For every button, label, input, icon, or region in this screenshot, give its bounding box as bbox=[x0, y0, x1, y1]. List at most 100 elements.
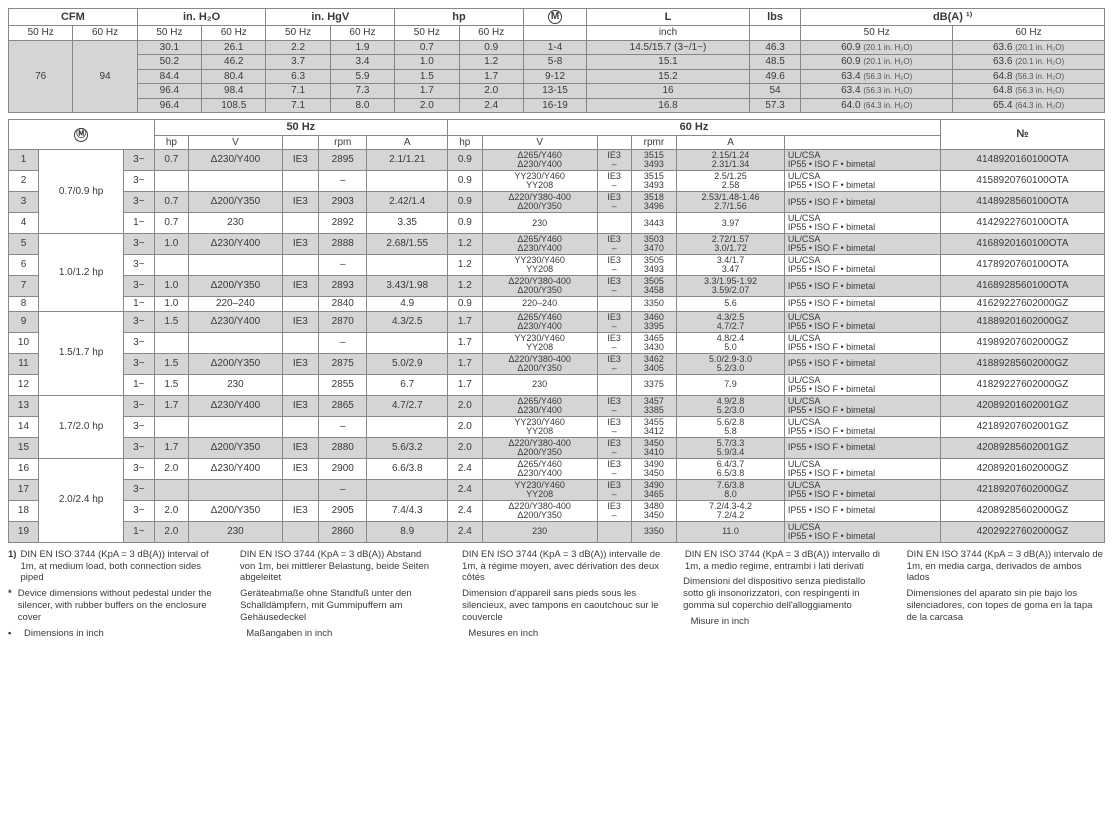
cell-rpm60: 35153493 bbox=[631, 150, 677, 171]
hp-group-label: 0.7/0.9 hp bbox=[38, 150, 123, 234]
cell-v60: Δ220/Y380-400Δ200/Y350 bbox=[482, 500, 597, 521]
data-cell: 5-8 bbox=[523, 55, 586, 70]
data-cell: 16.8 bbox=[587, 98, 750, 113]
cell-partno: 4178920760100OTA bbox=[940, 255, 1104, 276]
cell-v50: Δ230/Y400 bbox=[189, 234, 282, 255]
data-cell: 16-19 bbox=[523, 98, 586, 113]
row-number: 12 bbox=[9, 374, 39, 395]
m-icon: Ⓜ bbox=[74, 128, 88, 142]
cell-a50: 4.7/2.7 bbox=[367, 395, 448, 416]
dba-cell: 63.6 (20.1 in. H₂O) bbox=[953, 40, 1105, 55]
cell-rpm50: 2875 bbox=[319, 353, 367, 374]
cell-partno: 42189207602000GZ bbox=[940, 479, 1104, 500]
phase: 3~ bbox=[124, 437, 154, 458]
cell-v50 bbox=[189, 479, 282, 500]
footnote-row: Dimensioni del dispositivo senza piedist… bbox=[675, 576, 883, 612]
table-row: 41~0.723028923.350.923034433.97UL/CSAIP5… bbox=[9, 213, 1105, 234]
row-number: 5 bbox=[9, 234, 39, 255]
cell-a50 bbox=[367, 332, 448, 353]
cell-rpm60: 3350 bbox=[631, 297, 677, 312]
cell-a60: 3.97 bbox=[677, 213, 785, 234]
row-number: 15 bbox=[9, 437, 39, 458]
cell-rpm60: 34603395 bbox=[631, 311, 677, 332]
footnote-row: DIN EN ISO 3744 (KpA = 3 dB(A)) interval… bbox=[452, 549, 660, 585]
cell-hp50: 1.0 bbox=[154, 276, 189, 297]
footnote-row: Geräteabmaße ohne Standfuß unter den Sch… bbox=[230, 588, 438, 624]
footnote-row: Maßangaben in inch bbox=[230, 628, 438, 640]
phase: 1~ bbox=[124, 521, 154, 542]
cell-v60: YY230/Y460YY208 bbox=[482, 171, 597, 192]
data-cell: 2.0 bbox=[459, 84, 523, 99]
dba-cell: 65.4 (64.3 in. H₂O) bbox=[953, 98, 1105, 113]
phase: 1~ bbox=[124, 297, 154, 312]
data-cell: 1.5 bbox=[395, 69, 459, 84]
cell-v60: Δ220/Y380-400Δ200/Y350 bbox=[482, 276, 597, 297]
cell-v60: Δ265/Y460Δ230/Y400 bbox=[482, 234, 597, 255]
cell-hp60: 1.2 bbox=[448, 234, 483, 255]
cell-v50 bbox=[189, 171, 282, 192]
cell-hp60: 2.4 bbox=[448, 479, 483, 500]
cell-v60: 230 bbox=[482, 213, 597, 234]
footnote-text: Geräteabmaße ohne Standfuß unter den Sch… bbox=[240, 588, 438, 624]
footnote-text: Dimensiones del aparato sin pie bajo los… bbox=[907, 588, 1106, 624]
cell-hp60: 1.7 bbox=[448, 311, 483, 332]
cell-rpm60: 3443 bbox=[631, 213, 677, 234]
row-number: 18 bbox=[9, 500, 39, 521]
cell-v60: YY230/Y460YY208 bbox=[482, 479, 597, 500]
cell-v50 bbox=[189, 416, 282, 437]
cell-ie60: IE3– bbox=[597, 150, 631, 171]
phase: 3~ bbox=[124, 395, 154, 416]
footnote-text: DIN EN ISO 3744 (KpA = 3 dB(A)) interval… bbox=[20, 549, 216, 585]
cell-v50: Δ230/Y400 bbox=[189, 311, 282, 332]
cell-rpm50: – bbox=[319, 255, 367, 276]
cell-a60: 2.15/1.242.31/1.34 bbox=[677, 150, 785, 171]
cell-a50: 8.9 bbox=[367, 521, 448, 542]
footnote-mark: 1) bbox=[8, 549, 16, 561]
cell-hp50: 1.5 bbox=[154, 311, 189, 332]
cell-v60: Δ220/Y380-400Δ200/Y350 bbox=[482, 437, 597, 458]
t1-sub-header: 60 Hz bbox=[330, 26, 394, 41]
cell-hp60: 2.4 bbox=[448, 500, 483, 521]
cell-cert: IP55 • ISO F • bimetal bbox=[784, 276, 940, 297]
cell-a50 bbox=[367, 416, 448, 437]
t2-sub-header bbox=[784, 135, 940, 150]
data-cell: 5.9 bbox=[330, 69, 394, 84]
table-row: 121~1.523028556.71.723033757.9UL/CSAIP55… bbox=[9, 374, 1105, 395]
cell-v60: Δ220/Y380-400Δ200/Y350 bbox=[482, 192, 597, 213]
footnote-row: DIN EN ISO 3744 (KpA = 3 dB(A)) interval… bbox=[897, 549, 1105, 585]
phase: 3~ bbox=[124, 311, 154, 332]
cell-hp60: 1.7 bbox=[448, 332, 483, 353]
data-cell: 49.6 bbox=[749, 69, 800, 84]
hz60-header: 60 Hz bbox=[448, 120, 941, 136]
dba-cell: 64.8 (56.3 in. H₂O) bbox=[953, 69, 1105, 84]
phase: 1~ bbox=[124, 213, 154, 234]
footnote-row: DIN EN ISO 3744 (KpA = 3 dB(A)) interval… bbox=[675, 549, 883, 573]
footnote-row: Misure in inch bbox=[675, 616, 883, 628]
data-cell: 0.7 bbox=[395, 40, 459, 55]
cell-hp60: 1.2 bbox=[448, 276, 483, 297]
cell-cert: IP55 • ISO F • bimetal bbox=[784, 192, 940, 213]
data-cell: 54 bbox=[749, 84, 800, 99]
t1-sub-header bbox=[749, 26, 800, 41]
cell-hp50 bbox=[154, 479, 189, 500]
data-cell: 7.3 bbox=[330, 84, 394, 99]
cell-a60: 4.8/2.45.0 bbox=[677, 332, 785, 353]
cell-ie50 bbox=[282, 297, 318, 312]
t1-sub-header: 50 Hz bbox=[801, 26, 953, 41]
cell-rpm60: 3375 bbox=[631, 374, 677, 395]
cell-hp50: 0.7 bbox=[154, 192, 189, 213]
cell-ie50 bbox=[282, 332, 318, 353]
row-number: 16 bbox=[9, 458, 39, 479]
cell-a60: 7.9 bbox=[677, 374, 785, 395]
table-row: 33~0.7Δ200/Y350IE329032.42/1.40.9Δ220/Y3… bbox=[9, 192, 1105, 213]
row-number: 13 bbox=[9, 395, 39, 416]
cell-rpm60: 3350 bbox=[631, 521, 677, 542]
data-cell: 16 bbox=[587, 84, 750, 99]
phase: 3~ bbox=[124, 234, 154, 255]
cell-a60: 6.4/3.76.5/3.8 bbox=[677, 458, 785, 479]
cell-hp60: 1.2 bbox=[448, 255, 483, 276]
t1-sub-header: 60 Hz bbox=[73, 26, 137, 41]
phase: 3~ bbox=[124, 500, 154, 521]
cell-v50: Δ230/Y400 bbox=[189, 150, 282, 171]
data-cell: 80.4 bbox=[202, 69, 266, 84]
